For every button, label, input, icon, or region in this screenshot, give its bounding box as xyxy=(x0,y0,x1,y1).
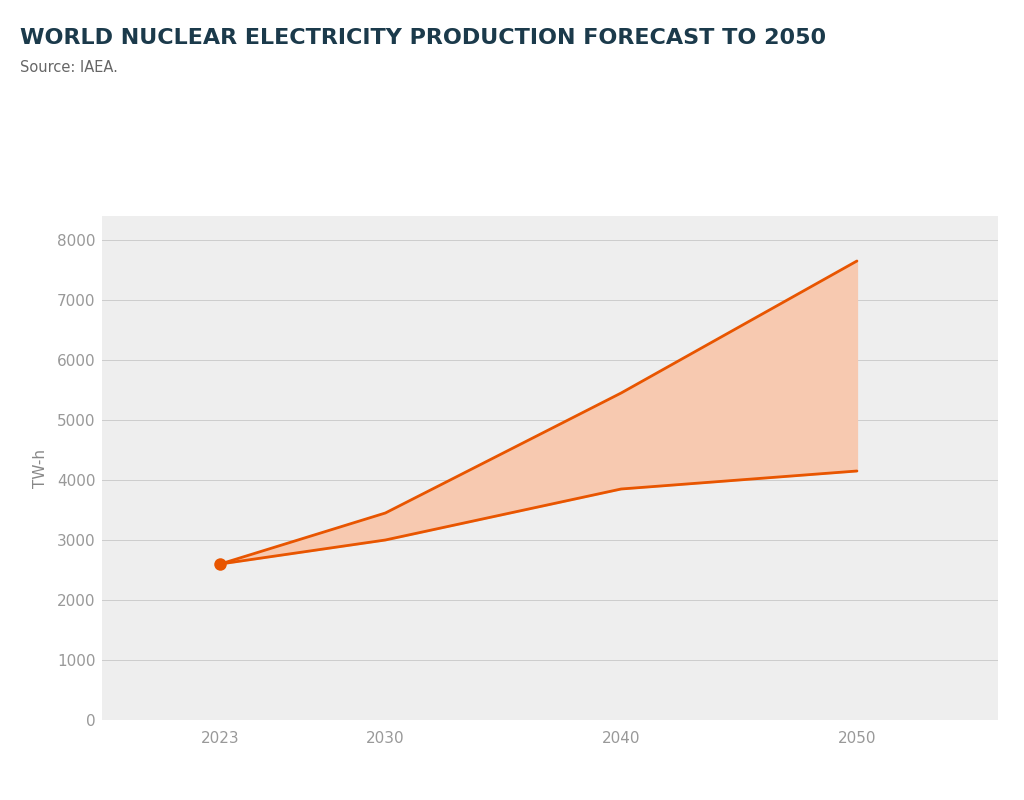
Text: Source: IAEA.: Source: IAEA. xyxy=(20,60,119,75)
Text: WORLD NUCLEAR ELECTRICITY PRODUCTION FORECAST TO 2050: WORLD NUCLEAR ELECTRICITY PRODUCTION FOR… xyxy=(20,28,826,48)
Y-axis label: TW-h: TW-h xyxy=(34,449,48,487)
